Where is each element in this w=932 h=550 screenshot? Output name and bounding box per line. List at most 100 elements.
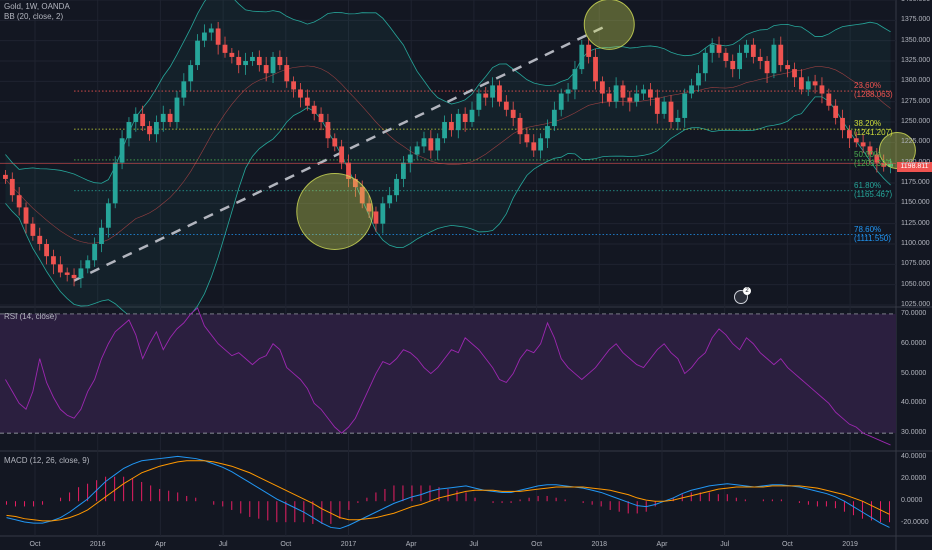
candle-body [119, 138, 125, 163]
candle-body [394, 178, 399, 196]
x-tick-label: Apr [656, 541, 668, 548]
candle-body [181, 81, 187, 98]
candle-body [812, 81, 818, 86]
rsi-line [5, 307, 891, 446]
candle-body [16, 195, 22, 208]
candle-body [792, 69, 797, 78]
x-tick-label: Jul [218, 541, 228, 548]
candle-body [682, 93, 688, 118]
price-tick-label: 1350.000 [901, 36, 931, 44]
candle-body [304, 97, 310, 106]
candle-body [483, 93, 489, 98]
candle-body [565, 89, 571, 94]
candle-body [318, 113, 324, 122]
highlight-circle [296, 172, 374, 250]
candle-body [819, 85, 825, 94]
candle-body [455, 113, 461, 131]
candle-body [593, 56, 598, 82]
macd-tick-label: 40.0000 [901, 453, 927, 461]
candle-body [853, 138, 859, 143]
candle-body [414, 146, 420, 155]
candle-body [709, 44, 715, 53]
candle-body [373, 211, 379, 224]
main-legend: Gold, 1W, OANDA [4, 2, 70, 11]
candle-body [558, 93, 564, 110]
price-tick-label: 1200.000 [901, 158, 931, 166]
x-tick-label: Apr [405, 541, 417, 548]
candle-body [798, 77, 804, 90]
candle-body [696, 73, 701, 86]
candle-body [387, 195, 393, 204]
rsi-tick-label: 60.0000 [901, 339, 927, 347]
x-tick-label: 2016 [89, 541, 106, 548]
candle-body [599, 81, 605, 94]
x-tick-label: Jul [720, 541, 730, 548]
candle-body [490, 85, 496, 98]
candle-body [805, 81, 811, 90]
candle-body [44, 244, 50, 257]
candle-body [133, 113, 139, 122]
bollinger-fill [5, 0, 891, 330]
candle-body [785, 65, 791, 70]
candle-body [229, 52, 235, 57]
candle-body [586, 44, 592, 57]
candle-body [202, 32, 207, 41]
candle-body [462, 113, 468, 122]
candle-body [654, 97, 660, 114]
candle-body [30, 223, 36, 236]
candle-body [92, 244, 98, 261]
candle-body [826, 93, 832, 106]
candle-body [833, 105, 839, 118]
rsi-tick-label: 50.0000 [901, 369, 927, 377]
candle-body [339, 146, 345, 163]
candle-body [236, 56, 242, 66]
candle-body [524, 134, 530, 143]
macd-tick-label: 0.0000 [901, 497, 923, 505]
rsi-legend: RSI (14, close) [4, 312, 57, 321]
candle-body [243, 61, 248, 66]
candle-body [160, 113, 166, 122]
candle-body [57, 264, 63, 273]
fib-level-label: 38.20%(1241.207) [854, 119, 893, 138]
x-tick-label: 2019 [842, 541, 858, 548]
rsi-tick-label: 40.0000 [901, 399, 927, 407]
macd-tick-label: 20.0000 [901, 475, 927, 483]
candle-body [256, 56, 262, 66]
candle-body [311, 105, 317, 114]
candle-body [606, 93, 612, 102]
candle-body [545, 126, 550, 139]
price-tick-label: 1125.000 [901, 219, 930, 227]
candle-body [750, 44, 756, 57]
candle-body [37, 235, 43, 244]
price-tick-label: 1225.000 [901, 138, 931, 146]
candle-body [105, 203, 111, 228]
candle-body [503, 101, 509, 110]
candle-body [359, 187, 365, 204]
candle-body [147, 126, 152, 135]
candle-body [449, 122, 454, 131]
candle-body [195, 40, 200, 66]
candle-body [9, 178, 15, 196]
fib-level-label: 50.00%(1203.337) [854, 149, 893, 168]
candle-body [757, 56, 763, 61]
x-tick-label: Jul [469, 541, 479, 548]
candle-body [64, 272, 70, 275]
bb-legend: BB (20, close, 2) [4, 12, 64, 21]
candle-body [469, 109, 475, 122]
candle-body [51, 256, 56, 265]
candle-body [380, 203, 386, 224]
fib-level-label: 61.80%(1165.467) [854, 180, 893, 199]
tradingview-logo-icon[interactable]: 2 [734, 287, 751, 304]
price-tick-label: 1250.000 [901, 118, 931, 125]
candle-body [531, 142, 537, 151]
candle-body [442, 122, 447, 139]
candle-body [167, 113, 173, 122]
candle-body [366, 203, 372, 212]
fib-level-label: 23.60%(1288.063) [854, 81, 893, 100]
candle-body [291, 81, 297, 90]
candle-body [538, 138, 544, 151]
candle-body [222, 44, 228, 53]
candle-body [250, 56, 255, 61]
candle-body [346, 162, 351, 179]
